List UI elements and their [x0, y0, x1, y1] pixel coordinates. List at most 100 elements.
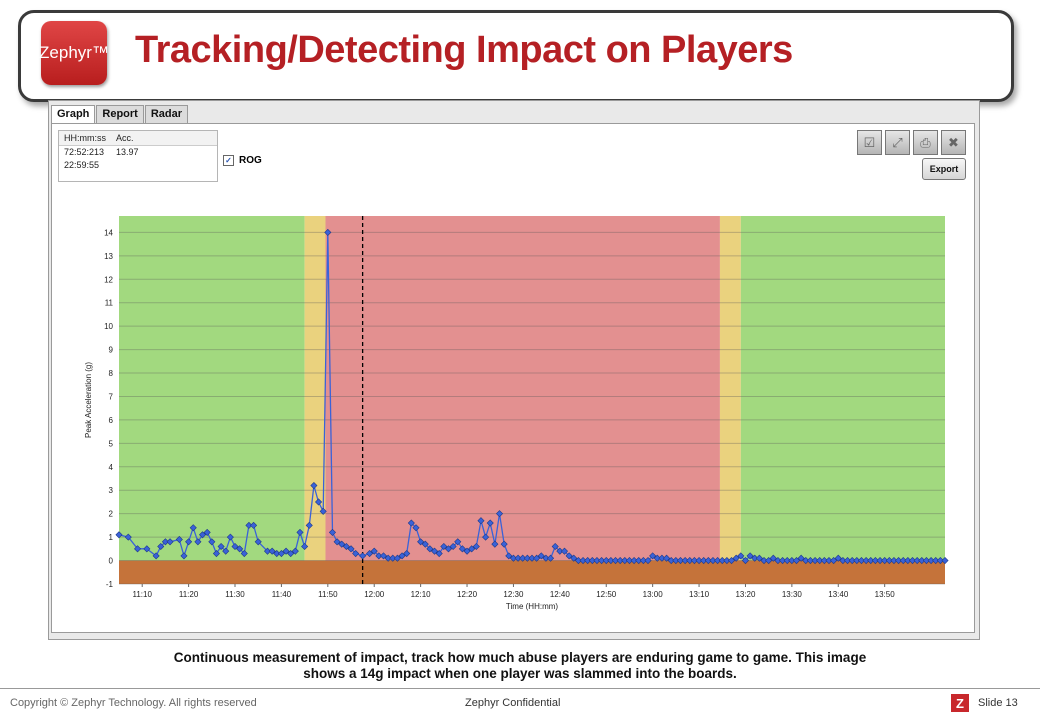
- data-point: [273, 549, 281, 558]
- y-tick-label: 6: [109, 416, 114, 425]
- data-point: [226, 533, 234, 541]
- data-point: [839, 557, 847, 565]
- data-point: [152, 552, 160, 560]
- readout-header: HH:mm:ss Acc.: [59, 131, 217, 146]
- data-point: [816, 557, 824, 565]
- data-point: [751, 554, 759, 562]
- data-point: [695, 557, 703, 565]
- data-point: [806, 557, 814, 565]
- data-point: [477, 517, 485, 525]
- data-point: [844, 557, 852, 565]
- data-point: [198, 531, 207, 539]
- y-tick-label: 11: [105, 299, 114, 308]
- x-tick-label: 11:30: [225, 590, 245, 599]
- data-point: [250, 521, 258, 529]
- data-point: [407, 519, 415, 527]
- data-point: [426, 545, 434, 553]
- data-point: [881, 557, 889, 565]
- tab-report[interactable]: Report: [96, 105, 144, 124]
- data-point: [625, 557, 633, 565]
- data-point: [788, 557, 796, 565]
- y-tick-label: -1: [106, 580, 114, 589]
- close-icon[interactable]: ✖: [941, 130, 966, 155]
- data-point: [681, 557, 689, 565]
- data-point: [389, 554, 397, 562]
- data-point: [359, 552, 367, 560]
- tab-bar: Graph Report Radar: [51, 105, 189, 124]
- caption-line: Continuous measurement of impact, track …: [173, 650, 867, 665]
- data-point: [890, 557, 898, 565]
- data-point: [649, 552, 657, 560]
- floor-band: [119, 560, 945, 584]
- rog-checkbox[interactable]: ✓: [223, 155, 234, 166]
- data-point: [676, 557, 685, 565]
- data-point: [908, 557, 917, 565]
- data-point: [143, 545, 151, 553]
- y-tick-label: 10: [104, 322, 113, 331]
- y-tick-label: 14: [104, 228, 113, 237]
- export-button[interactable]: Export: [922, 158, 966, 180]
- data-point: [291, 547, 299, 555]
- data-point: [672, 557, 680, 565]
- data-point: [421, 540, 429, 548]
- data-point: [454, 538, 462, 546]
- data-point: [621, 557, 629, 565]
- data-point: [607, 557, 615, 565]
- data-point: [895, 557, 903, 565]
- slide-caption: Continuous measurement of impact, track …: [90, 650, 950, 682]
- tab-radar[interactable]: Radar: [144, 105, 189, 124]
- x-tick-label: 11:50: [318, 590, 338, 599]
- data-point: [486, 519, 494, 527]
- data-point: [245, 521, 253, 529]
- data-point: [635, 557, 643, 565]
- data-point: [277, 549, 285, 558]
- data-point: [166, 538, 174, 546]
- data-point: [913, 557, 921, 565]
- data-point: [185, 538, 193, 546]
- expand-icon[interactable]: ⤢: [885, 130, 910, 155]
- checkbox-icon[interactable]: ☑: [857, 130, 882, 155]
- print-icon[interactable]: ⎙: [913, 130, 938, 155]
- data-point: [728, 557, 736, 565]
- data-point: [537, 552, 545, 560]
- tab-graph[interactable]: Graph: [51, 105, 96, 124]
- data-point: [598, 557, 606, 565]
- zephyr-badge-icon: Z: [951, 694, 969, 712]
- x-tick-label: 13:10: [689, 590, 710, 599]
- x-tick-label: 12:00: [364, 590, 385, 599]
- data-point: [212, 549, 220, 558]
- caption-line: shows a 14g impact when one player was s…: [303, 666, 737, 681]
- data-point: [551, 542, 559, 551]
- x-tick-label: 13:20: [735, 590, 756, 599]
- data-point: [384, 554, 392, 562]
- data-point: [194, 538, 202, 546]
- data-point: [134, 545, 142, 553]
- data-point: [700, 557, 708, 565]
- data-point: [774, 557, 782, 565]
- data-point: [435, 549, 443, 558]
- data-point: [338, 540, 346, 548]
- data-point: [848, 557, 856, 565]
- data-point: [375, 552, 383, 560]
- data-point: [570, 554, 578, 562]
- copyright-text: Copyright © Zephyr Technology. All right…: [10, 697, 257, 709]
- data-point: [547, 554, 555, 562]
- zone-band: [740, 216, 945, 561]
- readout-col-acc: Acc.: [116, 133, 134, 143]
- footer-divider: [0, 688, 1040, 689]
- data-point: [352, 549, 360, 558]
- data-point: [296, 528, 304, 536]
- slide-header: Zephyr™ Tracking/Detecting Impact on Pla…: [18, 10, 1014, 102]
- x-tick-label: 12:20: [457, 590, 478, 599]
- x-tick-label: 12:40: [550, 590, 571, 599]
- x-tick-label: 13:50: [875, 590, 896, 599]
- app-window: Graph Report Radar HH:mm:ss Acc. 72:52:2…: [48, 100, 980, 640]
- rog-label: ROG: [239, 155, 262, 166]
- y-tick-label: 12: [104, 275, 113, 284]
- rog-toggle[interactable]: ✓ ROG: [223, 155, 262, 166]
- data-point: [370, 547, 378, 555]
- data-point: [254, 538, 262, 546]
- data-point: [653, 554, 661, 562]
- data-point: [236, 545, 244, 553]
